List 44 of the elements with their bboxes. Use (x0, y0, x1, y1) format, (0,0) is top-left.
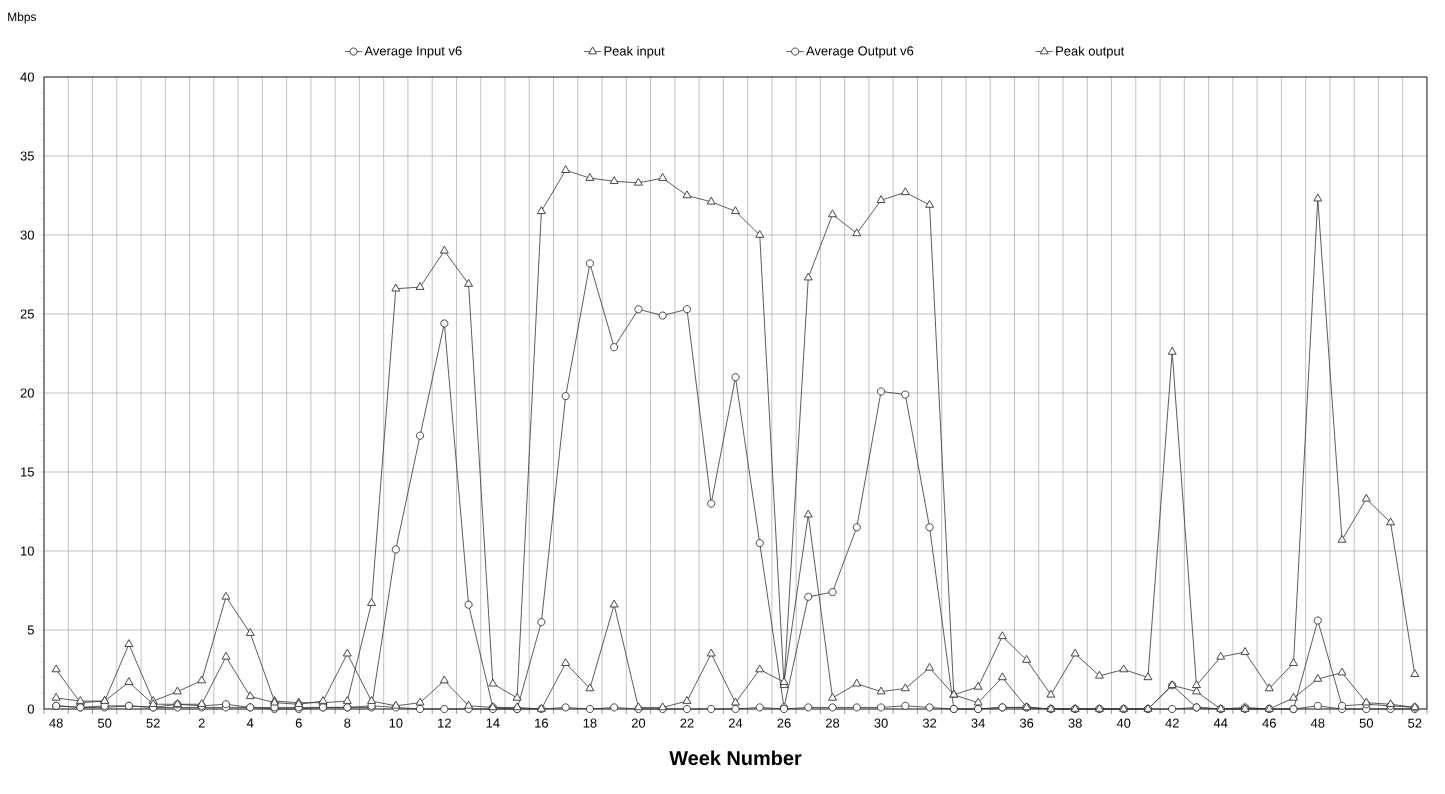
legend-label: Peak input (604, 46, 665, 59)
x-tick-label: 46 (1262, 718, 1276, 728)
x-tick-label: 50 (97, 718, 112, 728)
y-tick-label: 30 (20, 230, 34, 240)
x-tick-label: 8 (344, 718, 351, 728)
x-tick-label: 38 (1068, 718, 1082, 728)
x-tick-label: 52 (1408, 718, 1422, 728)
x-tick-label: 20 (631, 718, 646, 728)
y-tick-label: 40 (20, 72, 34, 82)
x-tick-label: 50 (1359, 718, 1373, 728)
x-tick-label: 10 (389, 718, 403, 728)
x-tick-label: 16 (535, 718, 549, 728)
x-tick-label: 24 (728, 718, 743, 728)
legend-label: Average Output v6 (806, 46, 914, 59)
y-tick-label: 10 (21, 546, 34, 556)
x-tick-label: 18 (583, 718, 597, 728)
x-tick-label: 12 (438, 718, 451, 728)
y-tick-label: 5 (27, 625, 34, 635)
x-tick-label: 26 (777, 718, 791, 728)
x-tick-label: 36 (1019, 718, 1034, 728)
x-tick-label: 44 (1213, 718, 1228, 728)
x-tick-label: 42 (1165, 718, 1179, 728)
y-tick-label: 0 (27, 704, 34, 714)
x-tick-label: 48 (49, 718, 63, 728)
x-tick-label: 30 (874, 718, 888, 728)
x-tick-label: 52 (146, 718, 160, 728)
x-tick-label: 2 (198, 718, 205, 728)
y-tick-label: 35 (20, 151, 34, 161)
x-tick-label: 48 (1310, 718, 1325, 728)
x-tick-label: 40 (1116, 718, 1131, 728)
y-tick-label: 20 (20, 388, 34, 398)
x-tick-label: 6 (295, 718, 302, 728)
x-tick-label: 34 (971, 718, 985, 728)
x-axis-title: Week Number (669, 750, 802, 766)
y-tick-label: 25 (20, 309, 34, 319)
legend-label: Average Input v6 (364, 46, 462, 59)
x-tick-label: 32 (922, 718, 937, 728)
x-tick-label: 4 (246, 718, 254, 728)
x-tick-label: 22 (680, 718, 694, 728)
x-tick-label: 28 (825, 718, 840, 728)
x-tick-label: 14 (486, 718, 500, 728)
legend-label: Peak output (1056, 46, 1125, 59)
y-axis-title: Mbps (8, 12, 37, 24)
y-tick-label: 15 (21, 467, 34, 477)
